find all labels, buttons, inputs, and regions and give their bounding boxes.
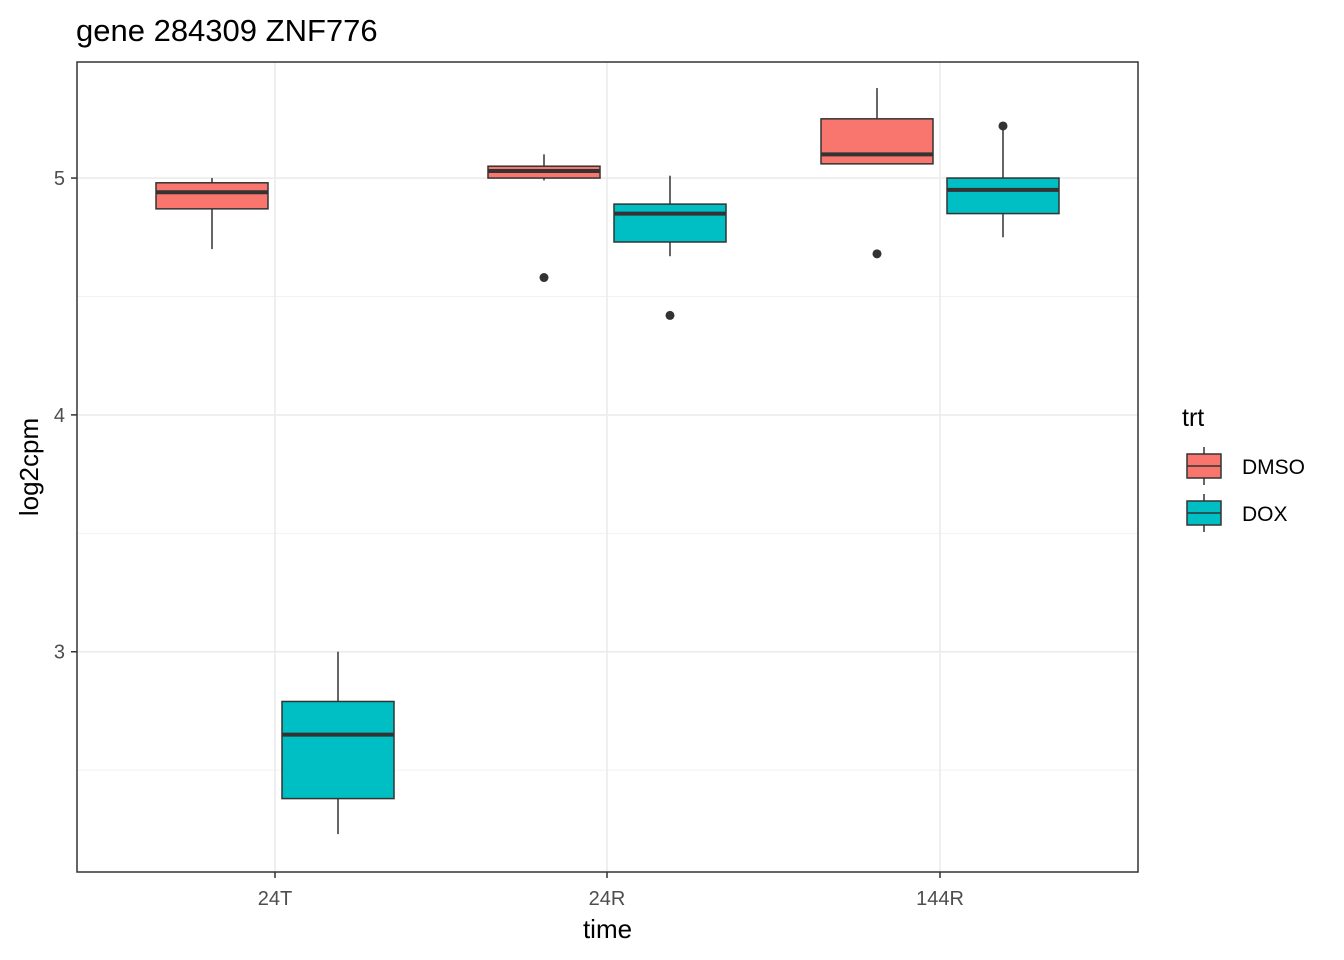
box-body — [946, 177, 1060, 215]
box-dmso-24t — [155, 178, 269, 250]
legend-label-dox: DOX — [1242, 503, 1288, 526]
y-tick-label: 3 — [54, 642, 65, 664]
y-tick-label: 5 — [54, 168, 65, 190]
legend-key-dox — [1186, 494, 1222, 532]
y-axis-title: log2cpm — [14, 418, 44, 516]
x-axis-title: time — [583, 914, 632, 944]
axes: 3 4 5 24T 24R 144R — [54, 168, 964, 910]
legend-label-dmso: DMSO — [1242, 456, 1305, 479]
box-body — [281, 700, 395, 800]
box-dmso-24r — [487, 154, 601, 283]
outlier-point — [998, 121, 1008, 131]
legend: trt DMSO DOX — [1182, 404, 1305, 532]
x-tick-label: 24T — [258, 888, 292, 910]
chart-title: gene 284309 ZNF776 — [76, 13, 378, 48]
outlier-point — [539, 273, 549, 283]
box-dox-24r — [613, 175, 727, 320]
box-body — [820, 118, 934, 165]
box-body — [613, 203, 727, 243]
plot-marks — [155, 88, 1060, 835]
box-body — [155, 182, 269, 210]
x-tick-label: 24R — [589, 888, 626, 910]
legend-key-dmso — [1186, 447, 1222, 485]
legend-title: trt — [1182, 404, 1204, 432]
box-dmso-144r — [820, 88, 934, 259]
x-tick-label: 144R — [916, 888, 964, 910]
grid-lines — [77, 62, 1138, 872]
box-dox-144r — [946, 121, 1060, 238]
outlier-point — [665, 310, 675, 320]
box-dox-24t — [281, 651, 395, 835]
outlier-point — [872, 249, 882, 259]
y-tick-label: 4 — [54, 405, 65, 427]
